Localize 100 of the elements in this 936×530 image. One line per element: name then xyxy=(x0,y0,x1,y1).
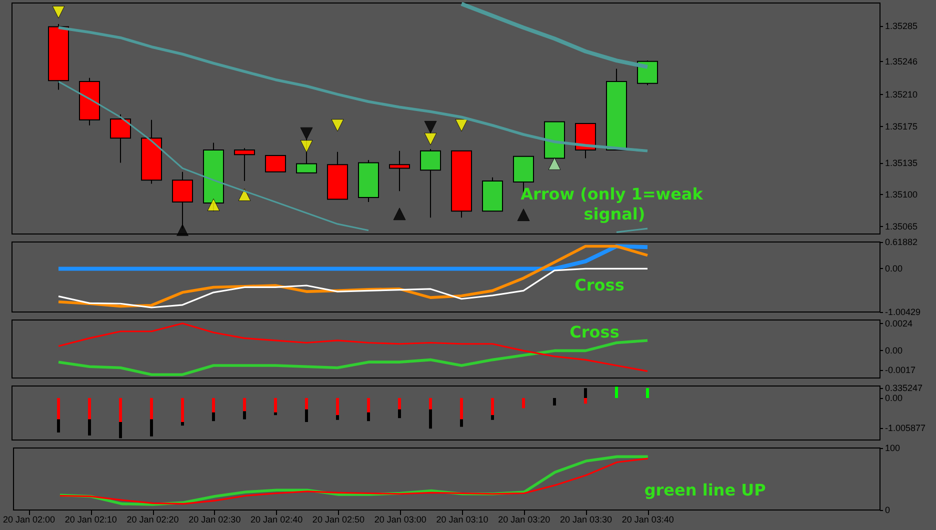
bar xyxy=(274,398,277,412)
y-tick-label: 0.00 xyxy=(885,264,903,274)
bar xyxy=(243,398,246,412)
point xyxy=(331,119,344,132)
y-tick-label: 1.35175 xyxy=(885,121,918,132)
y-tick-label: 1.35065 xyxy=(885,222,918,232)
point xyxy=(548,157,561,170)
bar xyxy=(336,398,339,416)
bar xyxy=(212,412,215,422)
candlestick xyxy=(327,151,348,200)
x-tick-label: 20 Jan 02:10 xyxy=(64,514,117,524)
y-tick-label: 0.335247 xyxy=(885,382,923,393)
annotation: Arrow (only 1=weak signal) xyxy=(520,184,708,224)
candlestick xyxy=(420,148,441,218)
bar xyxy=(212,398,215,412)
point xyxy=(393,208,406,220)
bar xyxy=(522,398,525,408)
y-tick-label: 0.61882 xyxy=(885,237,918,247)
point xyxy=(300,140,313,153)
bar xyxy=(88,419,91,436)
candlestick xyxy=(141,119,162,184)
point xyxy=(176,224,189,236)
y-tick-label: 0.0024 xyxy=(885,318,913,328)
candlestick xyxy=(482,176,503,212)
y-tick-label: 100 xyxy=(885,443,900,453)
point xyxy=(517,208,530,222)
bar xyxy=(429,398,432,410)
bar xyxy=(584,398,587,404)
bar xyxy=(491,398,494,416)
point xyxy=(424,132,437,146)
line-series xyxy=(460,2,650,69)
point xyxy=(207,198,220,212)
x-tick-label: 20 Jan 03:10 xyxy=(436,514,488,524)
candlestick xyxy=(110,114,131,164)
y-tick-label: 1.35210 xyxy=(885,89,918,100)
point xyxy=(238,188,251,201)
line-series xyxy=(58,268,648,308)
bar xyxy=(181,398,184,422)
annotation: Cross xyxy=(570,322,620,342)
bar xyxy=(119,398,122,422)
bar xyxy=(88,398,91,420)
x-tick-label: 20 Jan 02:20 xyxy=(126,514,179,524)
bar xyxy=(150,419,153,436)
y-tick-label: 1.35100 xyxy=(885,190,918,200)
line-series xyxy=(56,244,650,271)
line-series xyxy=(58,322,648,372)
y-tick-label: -0.0017 xyxy=(885,365,916,376)
bar xyxy=(305,398,308,410)
point xyxy=(52,6,65,18)
bar xyxy=(429,409,432,429)
y-tick-label: 1.35246 xyxy=(885,56,918,66)
bar xyxy=(57,398,60,420)
bar xyxy=(336,415,339,420)
bar xyxy=(460,398,463,420)
bar xyxy=(243,411,246,420)
annotation: green line UP xyxy=(644,480,766,500)
point xyxy=(424,120,437,134)
candlestick xyxy=(48,24,69,90)
x-tick-label: 20 Jan 02:30 xyxy=(188,514,241,524)
point xyxy=(455,119,468,132)
x-tick-label: 20 Jan 02:40 xyxy=(250,514,303,524)
x-tick-label: 20 Jan 02:00 xyxy=(2,514,56,524)
candlestick xyxy=(451,150,472,218)
y-tick-label: -1.00429 xyxy=(885,307,921,317)
bar xyxy=(491,415,494,420)
bar xyxy=(181,422,184,426)
y-tick-label: 1.35135 xyxy=(885,158,918,168)
x-tick-label: 20 Jan 03:00 xyxy=(374,514,426,524)
bar xyxy=(305,409,308,422)
line-series xyxy=(57,244,649,308)
candlestick xyxy=(637,60,658,86)
bar xyxy=(367,412,370,422)
bar xyxy=(57,419,60,432)
line-series xyxy=(57,26,649,152)
y-tick-label: 0.00 xyxy=(885,393,903,403)
candlestick xyxy=(265,154,286,172)
line-series xyxy=(57,339,649,376)
bar xyxy=(398,409,401,418)
x-tick-label: 20 Jan 03:40 xyxy=(622,514,674,524)
y-tick-label: 1.35285 xyxy=(885,20,918,31)
bar xyxy=(398,398,401,410)
bar xyxy=(460,419,463,427)
candlestick xyxy=(234,148,255,182)
y-tick-label: 0.00 xyxy=(885,346,903,356)
x-tick-label: 20 Jan 02:50 xyxy=(312,514,364,524)
x-tick-label: 20 Jan 03:20 xyxy=(498,514,550,524)
point xyxy=(300,127,313,140)
bar xyxy=(584,388,587,398)
bar xyxy=(367,398,370,412)
bar xyxy=(150,398,153,420)
candlestick xyxy=(606,68,627,150)
x-tick-label: 20 Jan 03:30 xyxy=(560,514,612,524)
y-tick-label: 0 xyxy=(885,505,890,515)
bar xyxy=(646,388,649,398)
candlestick xyxy=(358,160,379,203)
bar xyxy=(274,412,277,416)
annotation: Cross xyxy=(574,276,624,294)
candlestick xyxy=(79,77,100,126)
candlestick xyxy=(389,150,410,192)
y-tick-label: -1.005877 xyxy=(885,423,926,434)
